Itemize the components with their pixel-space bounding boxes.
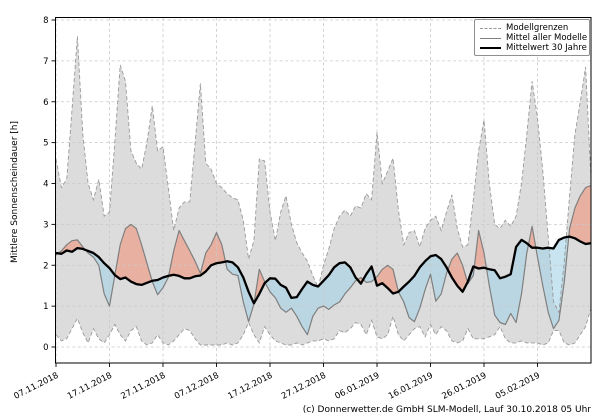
y-tick-label: 0 <box>43 343 48 353</box>
y-axis-label: Mittlere Sonnenscheindauer [h] <box>10 121 20 263</box>
x-tick-label: 17.12.2018 <box>226 371 274 402</box>
y-tick-label: 4 <box>43 180 48 190</box>
y-tick-label: 7 <box>43 57 48 67</box>
legend-label: Mittelwert 30 Jahre <box>506 43 587 53</box>
x-tick-label: 27.12.2018 <box>280 371 328 402</box>
x-tick-label: 05.02.2019 <box>494 371 542 402</box>
dashed-line-icon <box>480 27 501 29</box>
legend-item-modellgrenzen: Modellgrenzen <box>480 23 584 33</box>
legend-label: Mittel aller Modelle <box>506 33 588 43</box>
y-tick-label: 1 <box>43 302 48 312</box>
lower-bound-line <box>55 308 592 346</box>
x-tick-label: 16.01.2019 <box>387 371 435 402</box>
model-mean-line <box>55 184 592 336</box>
x-tick-label: 27.11.2018 <box>119 371 167 402</box>
x-tick-label: 26.01.2019 <box>440 371 488 402</box>
legend-item-mittelwert-30-jahre: Mittelwert 30 Jahre <box>480 43 587 53</box>
y-tick-label: 3 <box>43 220 48 230</box>
y-tick-label: 6 <box>43 98 48 108</box>
legend: Modellgrenzen Mittel aller Modelle Mitte… <box>474 19 590 56</box>
x-tick-label: 17.11.2018 <box>66 371 114 402</box>
x-tick-label: 07.12.2018 <box>173 371 221 402</box>
legend-item-mittel-aller-modelle: Mittel aller Modelle <box>480 33 588 43</box>
y-tick-label: 8 <box>43 16 48 26</box>
mean-30y-line <box>55 235 592 305</box>
legend-label: Modellgrenzen <box>506 23 569 33</box>
above-normal-fill <box>58 185 591 303</box>
gray-line-icon <box>480 37 501 39</box>
x-tick-label: 07.11.2018 <box>12 371 60 402</box>
y-tick-label: 5 <box>43 139 48 149</box>
black-line-icon <box>480 47 501 49</box>
y-tick-label: 2 <box>43 261 48 271</box>
attribution-text: (c) Donnerwetter.de GmbH SLM-Modell, Lau… <box>302 405 591 415</box>
x-tick-label: 06.01.2019 <box>333 371 381 402</box>
upper-bound-line <box>55 36 592 314</box>
